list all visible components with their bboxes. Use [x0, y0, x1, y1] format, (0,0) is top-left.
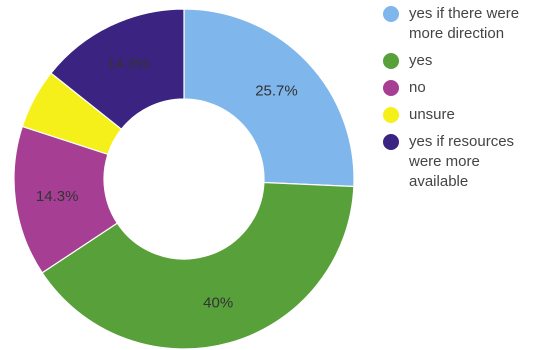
- slice-value-label: 14.3%: [107, 56, 150, 73]
- legend: yes if there were more direction yes no …: [383, 4, 543, 199]
- legend-item-no: no: [383, 78, 543, 98]
- legend-swatch: [383, 53, 399, 69]
- legend-swatch: [383, 134, 399, 150]
- legend-swatch: [383, 80, 399, 96]
- legend-label: yes if there were more direction: [409, 5, 519, 42]
- legend-label: yes: [409, 52, 432, 69]
- legend-label: no: [409, 79, 426, 96]
- legend-item-yes: yes: [383, 51, 543, 71]
- donut-chart: 25.7% 40% 14.3% 14.3%: [0, 0, 380, 350]
- legend-label: unsure: [409, 106, 455, 123]
- slice-value-label: 40%: [203, 294, 233, 311]
- legend-swatch: [383, 107, 399, 123]
- legend-item-more-direction: yes if there were more direction: [383, 4, 543, 44]
- legend-item-unsure: unsure: [383, 105, 543, 125]
- slice-value-label: 25.7%: [255, 83, 298, 100]
- legend-item-more-resources: yes if resources were more available: [383, 132, 543, 192]
- legend-swatch: [383, 6, 399, 22]
- slice-value-label: 14.3%: [36, 188, 79, 205]
- legend-label: yes if resources were more available: [409, 133, 514, 190]
